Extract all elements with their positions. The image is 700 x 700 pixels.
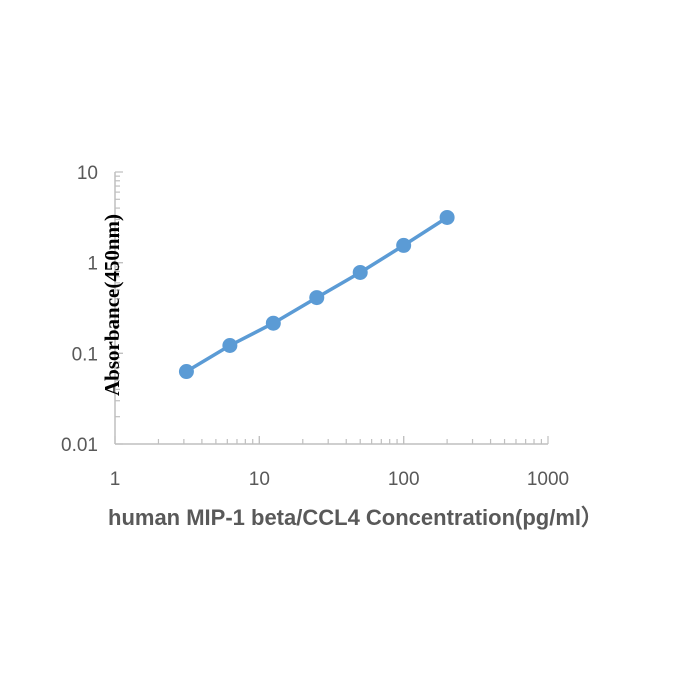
data-point [309, 290, 325, 306]
data-point [439, 209, 455, 225]
ticks: 1 10 100 1000 10 1 0.1 0.01 [61, 163, 569, 490]
y-tick-label: 0.1 [72, 344, 98, 365]
y-tick-label: 10 [77, 163, 98, 184]
y-tick-label: 1 [87, 254, 98, 275]
data-point [396, 237, 412, 253]
data-point [222, 338, 238, 354]
x-tick-label: 100 [388, 469, 420, 490]
x-axis-label: human MIP-1 beta/CCL4 Concentration(pg/m… [108, 505, 603, 530]
y-axis-label: Absorbance(450nm) [100, 214, 124, 396]
data-point [178, 364, 194, 380]
y-tick-label: 0.01 [61, 435, 98, 456]
x-tick-label: 1 [110, 469, 121, 490]
x-tick-label: 1000 [527, 469, 569, 490]
series [178, 209, 455, 380]
axes [114, 172, 548, 445]
data-point [265, 315, 281, 331]
x-tick-label: 10 [249, 469, 270, 490]
data-point [352, 264, 368, 280]
